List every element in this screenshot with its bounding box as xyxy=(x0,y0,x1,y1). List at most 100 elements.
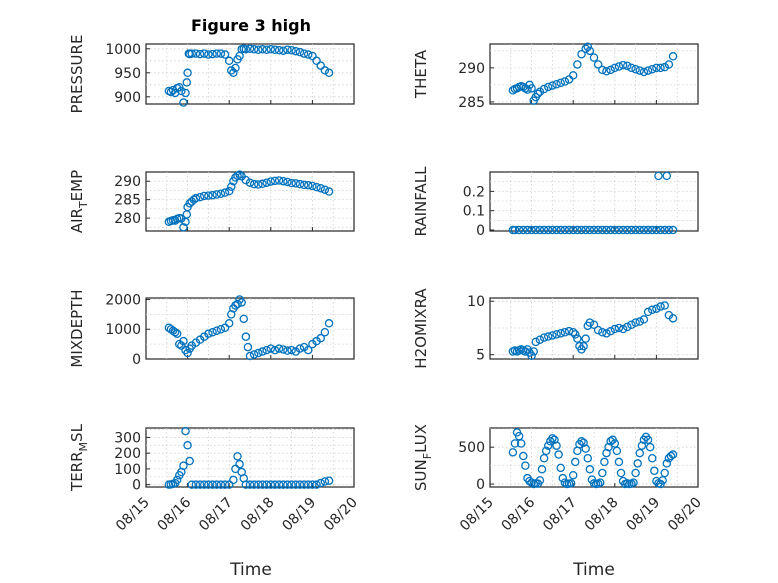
y-axis-label-rainfall: RAINFALL xyxy=(412,166,430,237)
data-point xyxy=(552,79,561,89)
data-point xyxy=(229,475,238,485)
data-point xyxy=(623,225,632,235)
data-point xyxy=(208,480,217,489)
data-point xyxy=(606,225,615,235)
data-point xyxy=(187,49,197,58)
data-point xyxy=(283,177,292,187)
data-point xyxy=(274,45,284,55)
data-point xyxy=(279,176,288,186)
data-point xyxy=(324,476,334,485)
data-point xyxy=(224,319,234,328)
data-point xyxy=(631,64,640,74)
data-point xyxy=(295,344,305,353)
data-point xyxy=(216,189,226,199)
data-point xyxy=(654,171,663,181)
data-point xyxy=(543,82,553,92)
data-point xyxy=(266,45,276,54)
data-point xyxy=(598,327,607,337)
data-point xyxy=(579,341,588,351)
x-tick-label: 08/20 xyxy=(321,495,361,535)
data-point xyxy=(181,88,190,98)
data-point xyxy=(571,457,580,467)
data-point xyxy=(179,98,188,107)
data-point xyxy=(258,45,267,54)
data-point xyxy=(647,64,657,74)
data-point xyxy=(585,46,595,56)
data-point xyxy=(568,327,578,337)
data-point xyxy=(170,327,180,337)
data-point xyxy=(324,187,334,196)
data-point xyxy=(299,49,309,58)
data-point xyxy=(527,84,536,93)
y-axis-label-subscript: F xyxy=(421,453,434,459)
data-point xyxy=(191,480,201,489)
data-point xyxy=(643,225,653,235)
data-point xyxy=(254,348,263,358)
subplot-pressure: 900 950 1000 PRESSURE xyxy=(68,35,355,113)
y-axis-label-mixdepth: MIXDEPTH xyxy=(68,289,86,367)
data-point xyxy=(204,50,213,59)
data-point xyxy=(664,60,674,69)
data-point xyxy=(577,225,586,235)
data-point xyxy=(179,223,188,232)
data-point xyxy=(652,63,661,73)
data-point xyxy=(643,66,653,75)
data-point xyxy=(283,346,292,355)
data-point xyxy=(668,450,678,459)
data-point xyxy=(279,345,288,354)
data-point xyxy=(220,188,230,197)
data-point xyxy=(308,480,317,489)
data-point xyxy=(664,225,674,235)
y-axis-label-main: AIR xyxy=(68,208,86,233)
data-point xyxy=(519,225,528,235)
data-point xyxy=(249,480,259,489)
data-point xyxy=(287,45,296,55)
data-point xyxy=(635,225,645,235)
data-point xyxy=(568,225,578,235)
data-point xyxy=(312,480,321,489)
subplot-sunlux: 0 500 08/15 08/16 08/17 08/18 08/19 08/20 SUNFLU… xyxy=(412,424,705,534)
data-point xyxy=(227,66,236,75)
data-point xyxy=(262,345,271,355)
data-point xyxy=(521,461,530,470)
subplot-theta: 285 290 THETA xyxy=(412,42,699,111)
x-tick-label: 08/16 xyxy=(499,494,539,534)
data-point xyxy=(548,331,557,340)
y-axis-label-rest: SL xyxy=(68,423,86,442)
data-point xyxy=(552,441,561,450)
data-point xyxy=(303,181,313,190)
data-point xyxy=(287,178,296,188)
y-tick-label: 500 xyxy=(458,440,485,456)
y-tick-label: 1000 xyxy=(105,322,141,338)
data-point xyxy=(543,332,553,341)
data-point xyxy=(606,326,615,336)
data-point xyxy=(539,333,549,342)
data-point xyxy=(254,45,263,55)
data-point xyxy=(647,305,657,315)
subplot-h2omixra: 5 10 H2OMIXRA xyxy=(412,288,699,369)
data-point xyxy=(324,319,334,328)
data-point xyxy=(224,56,234,66)
subplot-rainfall: 0 0.1 0.2 RAINFALL xyxy=(412,166,699,239)
y-axis-label-terrsl: TERRMSL xyxy=(68,423,90,492)
data-point xyxy=(231,63,240,73)
data-point xyxy=(179,336,188,346)
data-point xyxy=(550,435,559,445)
data-point xyxy=(299,480,309,489)
data-point xyxy=(295,480,305,489)
data-point xyxy=(660,225,669,235)
y-axis-label-rest: LUX xyxy=(412,424,430,453)
data-point xyxy=(618,225,628,235)
data-point xyxy=(295,47,305,57)
data-point xyxy=(274,344,284,353)
x-tick-label: 08/20 xyxy=(665,495,705,535)
data-point xyxy=(552,330,561,339)
data-point xyxy=(560,225,570,235)
data-point xyxy=(539,225,549,235)
data-point xyxy=(254,180,263,189)
data-point xyxy=(556,329,565,338)
data-point xyxy=(573,225,582,235)
data-point xyxy=(287,345,296,355)
data-point xyxy=(283,45,292,55)
